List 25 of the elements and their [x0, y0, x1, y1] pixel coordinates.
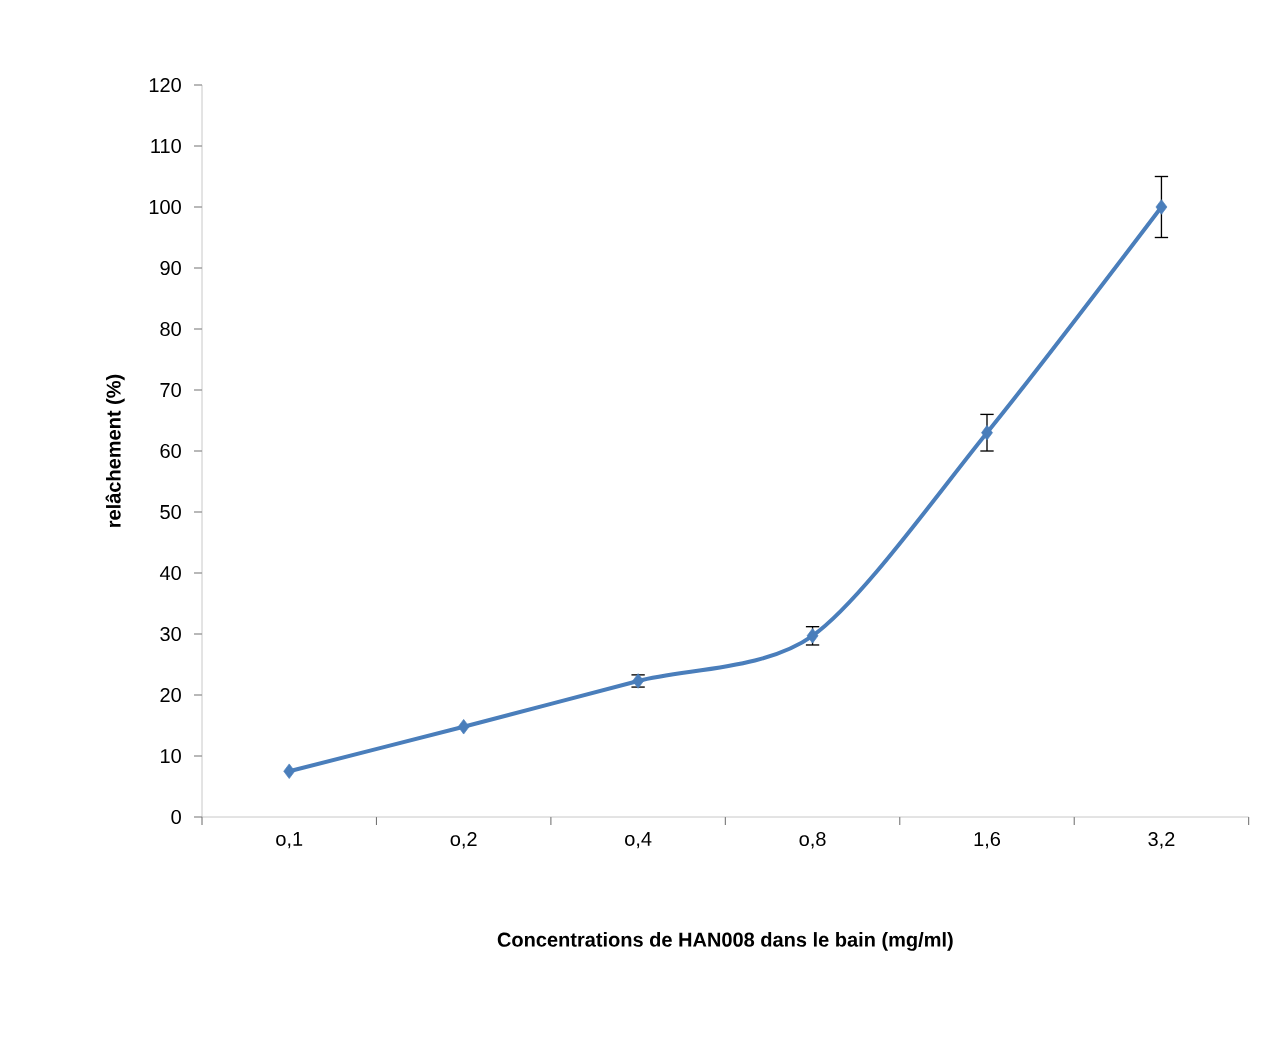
y-tick-label: 80: [160, 321, 181, 337]
x-tick-label: o,2: [450, 831, 477, 849]
y-tick-label: 50: [160, 504, 181, 520]
x-tick-label: o,1: [276, 831, 303, 849]
point: [1155, 199, 1168, 215]
x-axis-title: Concentrations de HAN008 dans le bain (mg/ml): [497, 932, 953, 951]
y-tick-label: 20: [160, 687, 181, 703]
y-tick-label: 0: [171, 809, 181, 825]
y-tick-label: 70: [160, 382, 181, 398]
y-tick-label: 30: [160, 626, 181, 642]
point: [283, 763, 296, 779]
x-tick-label: 1,6: [974, 831, 1001, 849]
x-tick-label: 3,2: [1148, 831, 1175, 849]
y-tick-label: 40: [159, 565, 181, 581]
y-axis-title: relâchement (%): [105, 374, 125, 527]
y-tick-label: 110: [151, 138, 181, 154]
x-tick-label: o,4: [625, 831, 652, 849]
y-tick-label: 10: [161, 748, 181, 764]
point: [981, 425, 993, 441]
y-tick-label: 100: [149, 199, 181, 215]
x-tick-label: o,8: [799, 831, 826, 849]
y-tick-label: 60: [160, 443, 181, 459]
y-tick-label: 90: [160, 260, 181, 276]
point: [457, 719, 470, 735]
y-tick-label: 120: [149, 77, 181, 93]
